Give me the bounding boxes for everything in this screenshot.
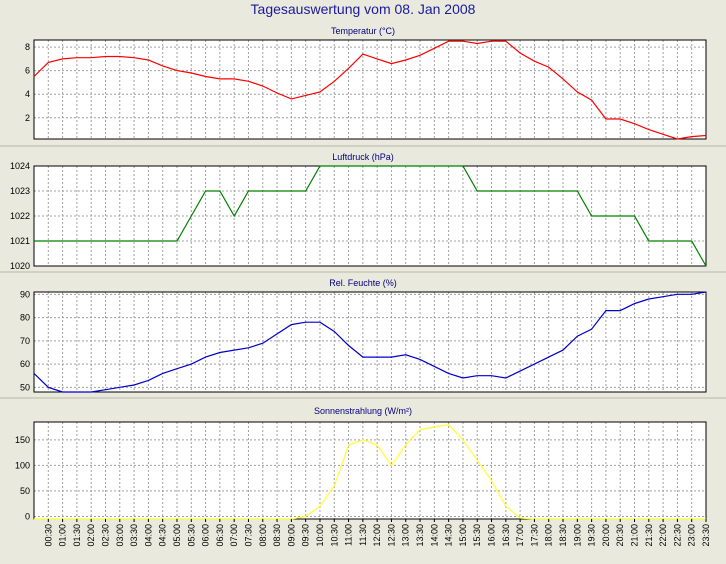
x-tick-label: 19:30 <box>587 524 597 547</box>
x-tick-label: 05:30 <box>186 524 196 547</box>
plot-area <box>34 40 706 139</box>
y-tick-label: 60 <box>20 359 30 369</box>
x-tick-label: 23:30 <box>701 524 711 547</box>
x-tick-label: 09:00 <box>286 524 296 547</box>
x-tick-label: 22:00 <box>658 524 668 547</box>
y-tick-label: 6 <box>25 66 30 76</box>
x-tick-label: 04:30 <box>158 524 168 547</box>
x-tick-label: 02:00 <box>86 524 96 547</box>
x-tick-label: 10:30 <box>329 524 339 547</box>
y-tick-label: 4 <box>25 89 30 99</box>
x-tick-label: 08:00 <box>258 524 268 547</box>
y-tick-label: 0 <box>25 511 30 521</box>
y-tick-label: 100 <box>15 460 30 470</box>
x-tick-label: 11:30 <box>358 524 368 546</box>
y-tick-label: 2 <box>25 113 30 123</box>
y-tick-label: 80 <box>20 313 30 323</box>
x-tick-label: 06:00 <box>201 524 211 547</box>
x-tick-label: 13:30 <box>415 524 425 547</box>
series-line <box>33 40 707 140</box>
chart-panel-3: Rel. Feuchte (%) 50 60 70 80 90 <box>0 278 726 399</box>
x-tick-label: 09:30 <box>301 524 311 547</box>
panel-title: Luftdruck (hPa) <box>332 152 394 162</box>
x-tick-label: 12:00 <box>372 524 382 547</box>
x-tick-label: 21:30 <box>644 524 654 547</box>
y-tick-label: 1023 <box>10 186 30 196</box>
chart-panel-1: Temperatur (°C) 2 4 6 8 <box>0 26 726 147</box>
series-line <box>33 291 707 393</box>
x-tick-label: 21:00 <box>630 524 640 547</box>
plot-area <box>34 422 706 519</box>
x-tick-label: 18:30 <box>558 524 568 547</box>
panel-title: Sonnenstrahlung (W/m²) <box>314 406 412 416</box>
y-tick-label: 50 <box>20 486 30 496</box>
y-tick-label: 90 <box>20 289 30 299</box>
y-tick-label: 8 <box>25 42 30 52</box>
y-tick-label: 1021 <box>10 236 30 246</box>
x-tick-label: 20:00 <box>601 524 611 547</box>
x-tick-label: 18:00 <box>544 524 554 547</box>
x-tick-label: 23:00 <box>687 524 697 547</box>
x-tick-label: 19:00 <box>572 524 582 547</box>
chart-panel-4: Sonnenstrahlung (W/m²) 0 50 100 150 <box>15 406 707 521</box>
plot-frame <box>33 291 707 393</box>
y-tick-label: 1020 <box>10 261 30 271</box>
plot-area <box>34 292 706 392</box>
y-tick-label: 150 <box>15 435 30 445</box>
x-tick-label: 17:30 <box>529 524 539 547</box>
x-tick-label: 15:00 <box>458 524 468 547</box>
x-tick-label: 14:00 <box>429 524 439 547</box>
panel-title: Temperatur (°C) <box>331 26 395 36</box>
x-tick-label: 03:30 <box>129 524 139 547</box>
x-tick-label: 06:30 <box>215 524 225 547</box>
x-tick-label: 03:00 <box>115 524 125 547</box>
x-tick-label: 12:30 <box>386 524 396 547</box>
x-axis-labels: 00:30 01:00 01:30 02:00 02:30 03:00 03:30 04:00… <box>43 519 711 547</box>
panel-title: Rel. Feuchte (%) <box>329 278 397 288</box>
y-tick-label: 70 <box>20 336 30 346</box>
x-tick-label: 07:00 <box>229 524 239 547</box>
x-tick-label: 13:00 <box>401 524 411 547</box>
x-tick-label: 02:30 <box>100 524 110 547</box>
x-tick-label: 14:30 <box>444 524 454 547</box>
y-tick-label: 1022 <box>10 211 30 221</box>
x-tick-label: 16:30 <box>501 524 511 547</box>
plot-frame <box>33 421 707 520</box>
x-tick-label: 20:30 <box>615 524 625 547</box>
series-line <box>34 165 707 267</box>
x-tick-label: 04:00 <box>143 524 153 547</box>
x-tick-label: 15:30 <box>472 524 482 547</box>
series-line <box>34 423 706 520</box>
x-tick-label: 11:00 <box>344 524 354 546</box>
x-tick-label: 17:00 <box>515 524 525 547</box>
x-tick-label: 08:30 <box>272 524 282 547</box>
y-tick-label: 1024 <box>10 161 30 171</box>
x-tick-label: 01:00 <box>58 524 68 547</box>
chart-panel-2: Luftdruck (hPa) 1020 1021 1022 1023 1024 <box>0 152 726 273</box>
x-tick-label: 05:00 <box>172 524 182 547</box>
x-tick-label: 10:00 <box>315 524 325 547</box>
x-tick-label: 22:30 <box>672 524 682 547</box>
plot-frame <box>33 39 707 140</box>
y-tick-label: 50 <box>20 382 30 392</box>
page-title: Tagesauswertung vom 08. Jan 2008 <box>251 1 476 17</box>
x-tick-label: 07:30 <box>243 524 253 547</box>
x-tick-label: 16:00 <box>487 524 497 547</box>
x-tick-label: 01:30 <box>72 524 82 547</box>
x-tick-label: 00:30 <box>43 524 53 547</box>
